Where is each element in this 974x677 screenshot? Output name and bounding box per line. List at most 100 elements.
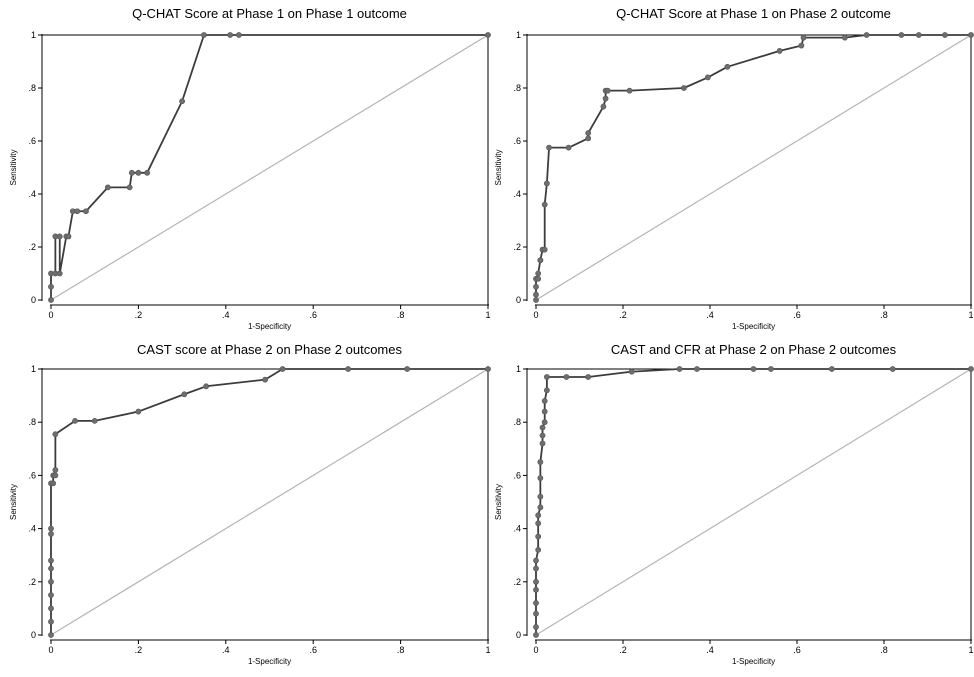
- roc-point: [681, 85, 687, 91]
- x-tick-label: 1: [485, 310, 490, 320]
- roc-point: [541, 246, 548, 253]
- roc-point: [543, 374, 550, 380]
- y-tick-label: .6: [513, 136, 521, 146]
- roc-point: [48, 605, 54, 612]
- roc-point: [604, 87, 611, 94]
- y-tick-label: .2: [28, 242, 36, 252]
- roc-point: [915, 32, 922, 38]
- y-axis-label: Sensitivity: [494, 149, 503, 185]
- roc-point: [485, 366, 491, 372]
- roc-point: [48, 618, 54, 625]
- roc-point: [72, 417, 78, 424]
- chart-title: CAST and CFR at Phase 2 on Phase 2 outco…: [611, 342, 897, 357]
- roc-point: [535, 270, 542, 277]
- roc-point: [262, 376, 269, 383]
- roc-point: [91, 417, 98, 424]
- roc-point: [203, 383, 210, 390]
- roc-point: [50, 480, 57, 487]
- roc-point: [535, 546, 542, 553]
- roc-point: [535, 520, 542, 527]
- y-tick-label: 1: [31, 30, 36, 40]
- x-tick-label: 0: [533, 310, 538, 320]
- roc-point: [135, 169, 142, 176]
- roc-point: [541, 398, 548, 404]
- roc-point: [52, 467, 59, 473]
- y-tick-label: .4: [513, 524, 521, 534]
- x-tick-label: 1: [485, 645, 490, 655]
- roc-point: [798, 42, 805, 49]
- roc-point: [543, 387, 550, 394]
- x-tick-label: .2: [135, 310, 143, 320]
- roc-point: [541, 419, 548, 426]
- y-tick-label: .6: [513, 470, 521, 480]
- y-tick-label: .2: [513, 242, 521, 252]
- roc-point: [602, 95, 609, 102]
- y-tick-label: .4: [513, 189, 521, 199]
- roc-point: [776, 48, 783, 54]
- roc-point: [56, 233, 63, 240]
- y-axis-label: Sensitivity: [9, 149, 18, 185]
- roc-point: [724, 63, 731, 70]
- roc-curve: [535, 368, 971, 635]
- y-tick-label: 0: [31, 630, 36, 640]
- y-tick-label: 0: [516, 630, 521, 640]
- roc-panel-2: Q-CHAT Score at Phase 1 on Phase 2 outco…: [494, 6, 974, 331]
- x-tick-label: 1: [968, 310, 973, 320]
- y-tick-label: .2: [513, 577, 521, 587]
- roc-panel-4: CAST and CFR at Phase 2 on Phase 2 outco…: [494, 342, 974, 666]
- x-tick-label: .8: [397, 310, 405, 320]
- x-axis-label: 1-Specificity: [248, 322, 291, 331]
- roc-point: [74, 208, 81, 215]
- roc-point: [56, 270, 63, 277]
- roc-point: [968, 366, 974, 372]
- roc-point: [236, 32, 242, 38]
- roc-point: [533, 291, 539, 298]
- roc-point: [104, 184, 111, 191]
- roc-point: [201, 32, 207, 38]
- chart-title: CAST score at Phase 2 on Phase 2 outcome…: [137, 342, 402, 357]
- roc-point: [83, 208, 89, 215]
- reference-line: [535, 34, 972, 301]
- x-tick-label: .8: [880, 310, 888, 320]
- y-tick-label: 1: [516, 30, 521, 40]
- roc-point: [404, 366, 411, 372]
- x-tick-label: .4: [706, 310, 714, 320]
- roc-point: [65, 233, 72, 240]
- reference-line: [50, 34, 489, 301]
- roc-point: [126, 184, 133, 191]
- roc-point: [533, 297, 539, 303]
- chart-title: Q-CHAT Score at Phase 1 on Phase 1 outco…: [132, 6, 407, 21]
- roc-point: [279, 366, 286, 372]
- roc-point: [543, 180, 550, 187]
- roc-point: [539, 424, 546, 431]
- x-axis-label: 1-Specificity: [732, 657, 775, 666]
- roc-point: [535, 275, 542, 282]
- roc-point: [537, 493, 544, 500]
- x-axis-label: 1-Specificity: [248, 657, 291, 666]
- x-tick-label: .8: [397, 645, 405, 655]
- roc-point: [585, 374, 592, 380]
- roc-point: [179, 98, 185, 105]
- roc-point: [48, 632, 54, 638]
- roc-point: [52, 431, 59, 438]
- y-axis-label: Sensitivity: [9, 484, 18, 520]
- x-tick-label: .2: [135, 645, 143, 655]
- roc-point: [704, 74, 711, 81]
- roc-point: [533, 586, 539, 593]
- roc-point: [628, 368, 635, 375]
- roc-point: [533, 283, 539, 290]
- roc-point: [541, 408, 548, 415]
- y-tick-label: .8: [513, 83, 521, 93]
- roc-point: [539, 432, 546, 439]
- roc-point: [546, 144, 552, 151]
- roc-point: [533, 632, 539, 638]
- y-tick-label: .4: [28, 189, 36, 199]
- y-tick-label: .8: [28, 417, 36, 427]
- x-tick-label: .6: [793, 310, 801, 320]
- y-tick-label: .8: [28, 83, 36, 93]
- x-tick-label: .2: [619, 645, 627, 655]
- roc-point: [48, 557, 54, 564]
- reference-line: [50, 368, 489, 636]
- x-tick-label: .4: [706, 645, 714, 655]
- y-tick-label: 1: [31, 364, 36, 374]
